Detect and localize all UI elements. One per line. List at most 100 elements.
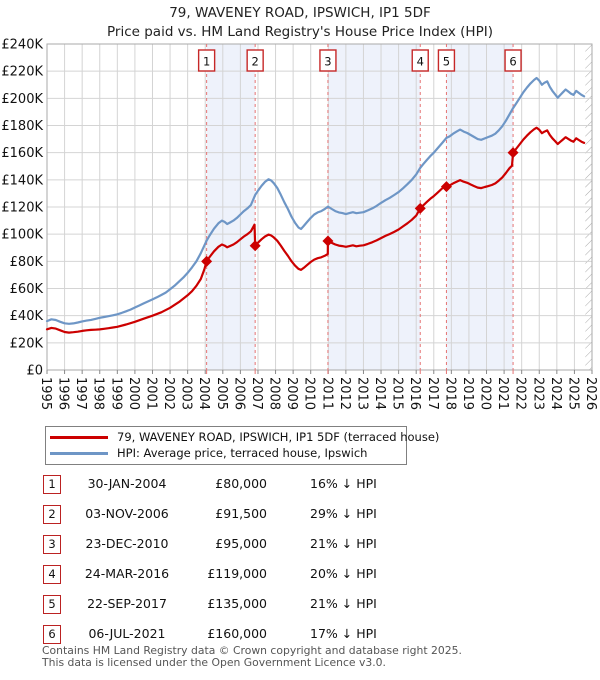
sale-flag (197, 49, 216, 72)
sale-price: £80,000 (215, 476, 267, 491)
y-axis-label: £200K (1, 92, 43, 107)
sale-flag (437, 49, 456, 72)
sale-marker (322, 235, 334, 247)
x-axis-label: 2023 (530, 377, 545, 410)
x-axis-label: 1997 (73, 377, 88, 410)
x-axis-label: 2016 (407, 377, 422, 410)
price-line-swatch (50, 435, 108, 439)
plot-border (46, 43, 593, 371)
sale-date: 06-JUL-2021 (88, 626, 166, 641)
sale-hpi-diff: 20% ↓ HPI (310, 566, 377, 581)
x-axis-label: 2011 (319, 377, 334, 410)
sale-number-badge: 6 (43, 625, 61, 644)
sale-number-badge: 2 (43, 505, 61, 524)
x-axis-label: 1998 (91, 377, 106, 410)
sale-date: 03-NOV-2006 (85, 506, 169, 521)
y-axis-label: £80K (10, 255, 44, 270)
sale-date: 22-SEP-2017 (87, 596, 167, 611)
x-axis-label: 2009 (284, 377, 299, 410)
page-title: 79, WAVENEY ROAD, IPSWICH, IP1 5DF (169, 5, 431, 21)
x-axis-label: 2012 (337, 377, 352, 410)
sale-price: £135,000 (207, 596, 267, 611)
x-axis-label: 2015 (390, 377, 405, 410)
x-axis-label: 2006 (231, 377, 246, 410)
sale-marker (440, 181, 452, 193)
x-axis-label: 2025 (565, 377, 580, 410)
table-row: 5 22-SEP-2017 £135,000 21% ↓ HPI (0, 595, 600, 615)
sale-hpi-diff: 17% ↓ HPI (310, 626, 377, 641)
sale-number-badge: 3 (43, 535, 61, 554)
x-axis-label: 2014 (372, 377, 387, 410)
sale-hpi-diff: 21% ↓ HPI (310, 596, 377, 611)
hpi-line (45, 76, 586, 325)
y-axis-label: £220K (1, 65, 43, 80)
sale-marker (414, 202, 426, 214)
x-axis-label: 2002 (161, 377, 176, 410)
sale-price: £160,000 (207, 626, 267, 641)
y-axis-label: £160K (1, 146, 43, 161)
x-axis-label: 2024 (548, 377, 563, 410)
hpi-line-swatch (50, 451, 108, 455)
sale-price: £95,000 (215, 536, 267, 551)
y-axis-label: £120K (1, 201, 43, 216)
footer-licence: This data is licensed under the Open Gov… (42, 656, 386, 669)
sale-number-badge: 5 (43, 595, 61, 614)
sale-marker (201, 255, 213, 267)
y-axis-label: £240K (1, 38, 43, 53)
sale-flag (504, 49, 522, 72)
y-axis-label: £140K (1, 173, 43, 188)
sale-date: 24-MAR-2016 (84, 566, 170, 581)
x-axis-label: 2004 (196, 377, 211, 410)
sale-flag-number: 6 (509, 55, 516, 69)
x-axis-label: 2022 (513, 377, 528, 410)
sale-hpi-diff: 29% ↓ HPI (310, 506, 377, 521)
sale-date: 30-JAN-2004 (87, 476, 167, 491)
x-axis-label: 2020 (478, 377, 493, 410)
table-row: 2 03-NOV-2006 £91,500 29% ↓ HPI (0, 505, 600, 525)
sale-number-badge: 1 (43, 475, 61, 494)
footer-copyright: Contains HM Land Registry data © Crown c… (42, 644, 462, 657)
page-subtitle: Price paid vs. HM Land Registry's House … (107, 24, 493, 40)
sale-flag-number: 1 (203, 55, 210, 69)
sale-hpi-diff: 16% ↓ HPI (310, 476, 377, 491)
x-axis-label: 2017 (425, 377, 440, 410)
legend-row-hpi: HPI: Average price, terraced house, Ipsw… (46, 445, 406, 461)
x-axis-label: 1999 (108, 377, 123, 410)
sale-price: £119,000 (207, 566, 267, 581)
table-row: 3 23-DEC-2010 £95,000 21% ↓ HPI (0, 535, 600, 555)
x-axis-label: 2026 (583, 377, 598, 410)
x-axis-label: 2003 (179, 377, 194, 410)
sale-flag-number: 5 (443, 55, 450, 69)
x-axis-label: 2013 (354, 377, 369, 410)
x-axis-label: 2001 (143, 377, 158, 410)
x-axis-label: 2018 (442, 377, 457, 410)
sale-flag (319, 49, 337, 72)
sale-price: £91,500 (215, 506, 267, 521)
sale-flag (411, 49, 429, 72)
y-axis-label: £20K (10, 336, 44, 351)
sale-number-badge: 4 (43, 565, 61, 584)
sale-marker (507, 147, 519, 159)
table-row: 4 24-MAR-2016 £119,000 20% ↓ HPI (0, 565, 600, 585)
sale-flag-number: 4 (417, 55, 424, 69)
y-axis-label: £0 (26, 364, 43, 379)
price-line (45, 126, 586, 334)
x-axis-label: 2019 (460, 377, 475, 410)
x-axis-label: 2005 (214, 377, 229, 410)
y-axis-label: £60K (10, 282, 44, 297)
price-chart: £0 £20K £40K £60K £80K £100K £120K £140K £160K £1… (1, 38, 598, 411)
legend-row-price: 79, WAVENEY ROAD, IPSWICH, IP1 5DF (terr… (46, 429, 439, 445)
table-row: 1 30-JAN-2004 £80,000 16% ↓ HPI (0, 475, 600, 495)
x-axis-label: 2007 (249, 377, 264, 410)
x-axis-label: 2000 (126, 377, 141, 410)
x-axis-label: 2021 (495, 377, 510, 410)
legend-label-hpi: HPI: Average price, terraced house, Ipsw… (117, 446, 368, 460)
y-axis-label: £100K (1, 228, 43, 243)
y-axis-label: £40K (10, 309, 44, 324)
sale-flag (246, 49, 264, 72)
x-axis-label: 2008 (267, 377, 282, 410)
sale-flag-number: 2 (251, 55, 258, 69)
x-axis-label: 1996 (56, 377, 71, 410)
legend-label-price: 79, WAVENEY ROAD, IPSWICH, IP1 5DF (terr… (117, 430, 440, 444)
sale-date: 23-DEC-2010 (85, 536, 169, 551)
